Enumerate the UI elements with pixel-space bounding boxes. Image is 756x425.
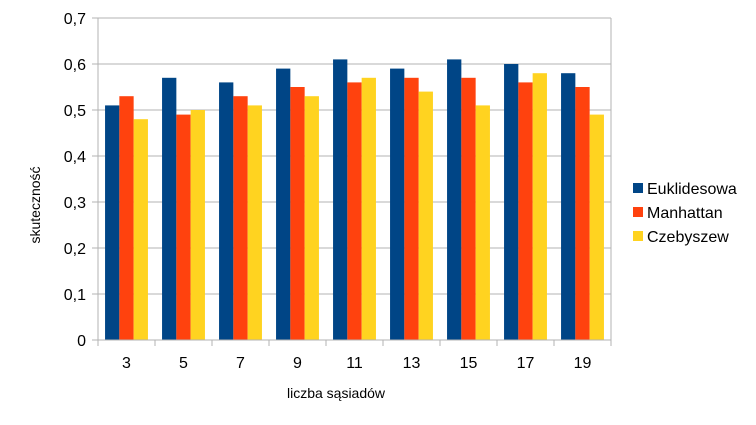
x-tick-label: 13 (403, 355, 421, 372)
y-tick-labels: 0 0,1 0,2 0,3 0,4 0,5 0,6 0,7 (64, 11, 86, 350)
bar-manhattan-7 (233, 96, 248, 340)
bar-czebyszew-19 (589, 114, 604, 340)
bar-euklidesowa-15 (447, 59, 462, 341)
x-tick-label: 15 (460, 355, 478, 372)
y-tick-label: 0,7 (64, 11, 86, 28)
bar-manhattan-3 (119, 96, 134, 340)
x-tick-label: 5 (179, 355, 188, 372)
bar-euklidesowa-5 (162, 77, 177, 341)
y-tick-label: 0,2 (64, 241, 86, 258)
bar-czebyszew-11 (361, 77, 376, 341)
legend-swatch-manhattan (633, 207, 643, 217)
y-tick-label: 0,3 (64, 195, 86, 212)
x-tick-label: 11 (346, 355, 363, 372)
bar-euklidesowa-13 (390, 68, 405, 340)
legend-label-euklidesowa: Euklidesowa (647, 181, 737, 198)
bar-euklidesowa-19 (561, 73, 576, 340)
bar-euklidesowa-11 (333, 59, 348, 341)
legend-label-manhattan: Manhattan (647, 205, 723, 222)
bar-manhattan-17 (518, 82, 533, 341)
bar-manhattan-11 (347, 82, 362, 341)
bar-euklidesowa-17 (504, 64, 519, 340)
bar-czebyszew-15 (475, 105, 490, 341)
bar-czebyszew-7 (247, 105, 262, 341)
y-tick-label: 0,6 (64, 57, 86, 74)
y-tick-label: 0,1 (64, 287, 86, 304)
x-tick-label: 17 (517, 355, 535, 372)
bar-czebyszew-5 (190, 110, 205, 340)
legend-swatch-euklidesowa (633, 183, 643, 193)
bars (105, 59, 604, 341)
bar-czebyszew-9 (304, 96, 319, 340)
legend-swatch-czebyszew (633, 231, 643, 241)
bar-manhattan-19 (575, 87, 590, 340)
bar-czebyszew-13 (418, 91, 433, 340)
legend: Euklidesowa Manhattan Czebyszew (633, 181, 737, 246)
bar-euklidesowa-3 (105, 105, 120, 341)
y-axis-label: skuteczność (27, 166, 43, 243)
x-tick-label: 7 (236, 355, 245, 372)
bar-manhattan-5 (176, 114, 191, 340)
bar-czebyszew-3 (133, 119, 148, 340)
x-axis-label: liczba sąsiadów (287, 385, 386, 401)
bar-czebyszew-17 (532, 73, 547, 340)
legend-label-czebyszew: Czebyszew (647, 229, 729, 246)
x-tick-label: 3 (122, 355, 131, 372)
bar-euklidesowa-7 (219, 82, 234, 341)
x-tick-label: 19 (574, 355, 592, 372)
bar-manhattan-9 (290, 87, 305, 340)
y-tick-label: 0 (77, 333, 86, 350)
x-tick-label: 9 (293, 355, 302, 372)
bar-euklidesowa-9 (276, 68, 291, 340)
bar-manhattan-13 (404, 77, 419, 341)
bar-manhattan-15 (461, 77, 476, 341)
axes (97, 18, 612, 346)
x-tick-labels: 3 5 7 9 11 13 15 17 19 (122, 355, 591, 372)
y-tick-label: 0,5 (64, 103, 86, 120)
y-tick-label: 0,4 (64, 149, 86, 166)
